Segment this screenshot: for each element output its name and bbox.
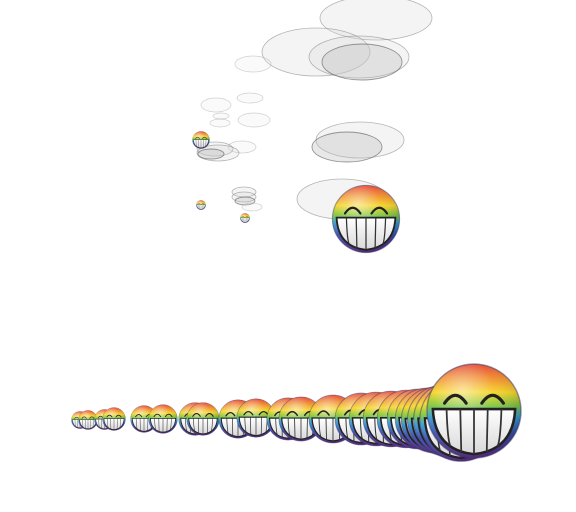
rainbow-grin-smiley-icon [148,404,178,434]
shadow-ellipse [234,196,256,206]
rainbow-grin-smiley-icon [186,402,220,436]
rainbow-grin-smiley-icon [192,131,210,149]
shadow-ellipse [212,112,230,120]
shadow-ellipse [209,118,231,128]
shadow-ellipse [200,97,232,113]
rainbow-grin-smiley-icon [240,213,250,223]
rainbow-grin-smiley-icon [425,362,523,460]
rainbow-grin-smiley-icon [196,200,206,210]
shadow-ellipse [319,0,433,41]
shadow-ellipse [227,140,257,154]
shadow-ellipse [321,43,403,81]
shadow-ellipse [311,131,383,163]
rainbow-grin-smiley-icon [102,407,126,431]
shadow-ellipse [261,27,371,77]
rainbow-grin-smiley-icon [331,184,401,254]
shadow-ellipse [236,92,264,104]
smiley-row [71,362,523,463]
shadow-ellipse-group [196,0,433,220]
shadow-ellipse [237,112,271,128]
shadow-ellipse [241,202,263,212]
shadow-ellipse [197,148,225,160]
shadow-ellipse [234,55,272,73]
